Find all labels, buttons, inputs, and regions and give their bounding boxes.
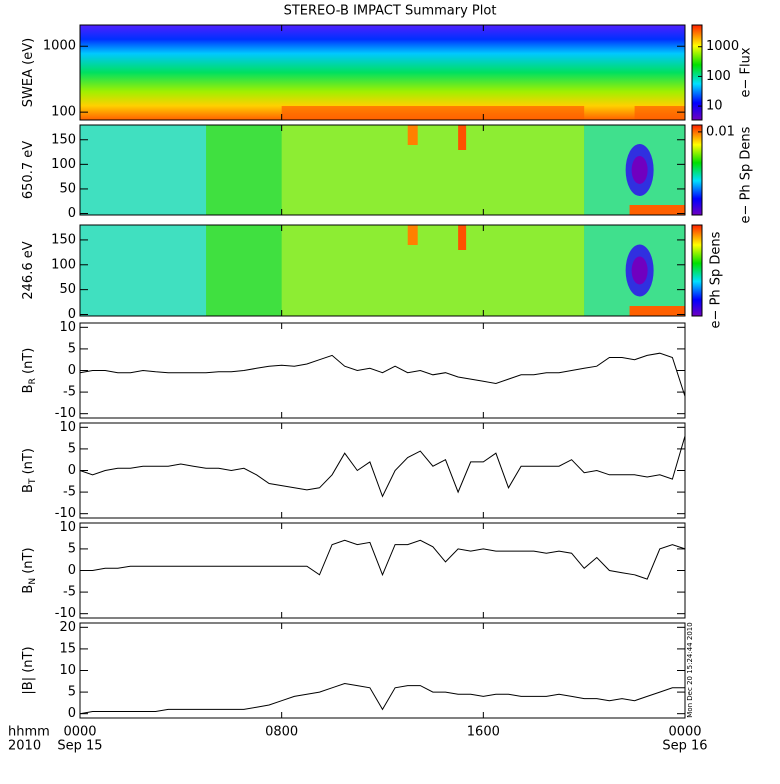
y-tick-label: 100 — [51, 257, 76, 272]
spectrogram-patch — [629, 205, 685, 215]
y-tick-label: 100 — [51, 157, 76, 172]
y-tick-label: -5 — [63, 485, 76, 500]
y-tick-label: 20 — [59, 620, 76, 635]
spectrogram-patch — [629, 306, 685, 316]
y-tick-label: -10 — [55, 606, 76, 621]
y-tick-label: 0 — [68, 363, 76, 378]
y-axis-label-part: B — [21, 484, 36, 493]
timestamp: Mon Dec 20 15:24:44 2010 — [686, 622, 694, 717]
plot-frame — [79, 124, 686, 216]
y-tick-label: 5 — [68, 541, 76, 556]
y-axis-label-part: (nT) — [21, 448, 36, 478]
colorbar — [691, 24, 703, 121]
y-axis-label: BT (nT) — [21, 448, 38, 493]
y-tick-label: 0 — [68, 463, 76, 478]
y-axis-label: BR (nT) — [21, 348, 38, 394]
spectrogram-patch — [80, 225, 207, 316]
y-tick-label: 10 — [59, 320, 76, 335]
x-tick-label: 0000 — [668, 725, 701, 740]
y-tick-label: 10 — [59, 663, 76, 678]
x-tick-label: 0800 — [265, 725, 298, 740]
y-axis-label-part: 650.7 eV — [21, 141, 36, 199]
y-axis-label: 650.7 eV — [21, 141, 36, 199]
x-tick-label: 1600 — [467, 725, 500, 740]
data-line — [80, 539, 686, 580]
y-tick-label: -10 — [55, 406, 76, 421]
y-tick-label: 5 — [68, 441, 76, 456]
plot-frame — [79, 622, 686, 719]
y-axis-label-part: 246.6 eV — [21, 241, 36, 299]
y-axis-label-part: N — [28, 578, 38, 585]
y-tick-label: 0 — [68, 307, 76, 322]
colorbar — [691, 124, 703, 216]
y-tick-label: 100 — [51, 105, 76, 120]
plot-frame — [79, 322, 686, 419]
y-tick-label: 1000 — [43, 39, 76, 54]
y-axis-label: BN (nT) — [21, 547, 38, 593]
date-label: Sep 15 — [57, 739, 102, 754]
colorbar-tick-label: 100 — [706, 69, 731, 84]
y-axis-label-part: T — [28, 478, 38, 485]
colorbar-label: e− Ph Sp Dens — [739, 126, 754, 223]
y-tick-label: 10 — [59, 420, 76, 435]
spectrogram — [80, 25, 685, 120]
y-tick-label: -5 — [63, 385, 76, 400]
y-axis-label: |B| (nT) — [21, 646, 36, 694]
y-axis-label: SWEA (eV) — [21, 38, 36, 107]
colorbar-tick-label: 0.01 — [706, 124, 735, 139]
y-axis-label-part: |B| (nT) — [21, 646, 36, 694]
chart-title: STEREO-B IMPACT Summary Plot — [284, 4, 497, 19]
spectrogram-patch — [407, 125, 418, 145]
date-label: Sep 16 — [662, 739, 707, 754]
y-tick-label: 0 — [68, 563, 76, 578]
spectrogram-patch — [634, 106, 685, 120]
spectrogram-patch — [631, 256, 648, 285]
spectrogram-patch — [281, 225, 585, 316]
y-axis-label-part: (nT) — [21, 547, 36, 577]
x-tick-label: 0000 — [63, 725, 96, 740]
y-tick-label: -5 — [63, 585, 76, 600]
y-tick-label: 150 — [51, 132, 76, 147]
data-line — [79, 352, 686, 397]
plot-frame — [79, 522, 686, 619]
y-tick-label: 5 — [68, 341, 76, 356]
y-axis-label-part: (nT) — [21, 348, 36, 378]
spectrogram-patch — [458, 125, 467, 150]
y-tick-label: 10 — [59, 520, 76, 535]
y-tick-label: 0 — [68, 706, 76, 721]
y-axis-label: 246.6 eV — [21, 241, 36, 299]
spectrogram-patch — [458, 225, 467, 250]
colorbar — [691, 224, 703, 317]
row-label: hhmm — [8, 725, 50, 740]
spectrogram-patch — [281, 125, 585, 215]
plot-frame — [79, 422, 686, 519]
data-line — [79, 435, 686, 498]
y-tick-label: 0 — [68, 206, 76, 221]
spectrogram-patch — [80, 125, 207, 215]
y-tick-label: 5 — [68, 685, 76, 700]
row-label: 2010 — [8, 739, 41, 754]
y-tick-label: 15 — [59, 641, 76, 656]
plot-frame — [79, 224, 686, 317]
colorbar-label: e− Flux — [739, 47, 754, 97]
y-axis-label-part: SWEA (eV) — [21, 38, 36, 107]
colorbar-tick-label: 1000 — [706, 39, 739, 54]
plot-frame — [79, 24, 686, 121]
y-tick-label: 50 — [59, 181, 76, 196]
y-axis-label-part: B — [21, 585, 36, 594]
y-axis-label-part: R — [28, 378, 38, 384]
spectrogram-patch — [407, 225, 418, 245]
spectrogram-patch — [631, 156, 648, 184]
spectrogram-patch — [281, 106, 585, 120]
y-tick-label: 150 — [51, 232, 76, 247]
y-tick-label: -10 — [55, 506, 76, 521]
colorbar-label: e− Ph Sp Dens — [709, 231, 724, 328]
colorbar-tick-label: 10 — [706, 99, 723, 114]
y-tick-label: 50 — [59, 282, 76, 297]
data-line — [79, 682, 685, 715]
y-axis-label-part: B — [21, 384, 36, 393]
